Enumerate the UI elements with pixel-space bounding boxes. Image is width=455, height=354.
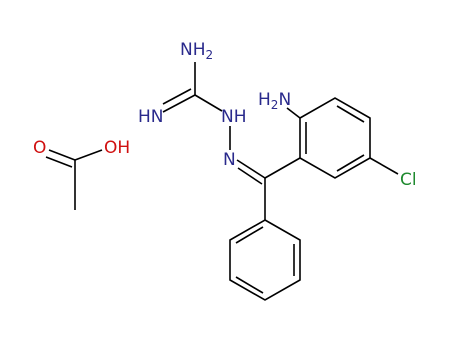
atom-label: N <box>223 150 236 170</box>
atom-subscript: 2 <box>206 48 214 62</box>
atom-label: NH <box>221 107 247 127</box>
atom-text: N <box>278 90 291 110</box>
bonds <box>45 62 399 301</box>
atom-label: HN <box>138 107 164 127</box>
atom-label: Cl <box>400 170 417 190</box>
atom-subscript: 2 <box>271 98 279 112</box>
atom-label: NH2 <box>180 40 213 62</box>
atom-text: NH <box>180 40 206 60</box>
atom-label: OH <box>104 138 130 158</box>
atom-label: H2N <box>258 90 291 112</box>
atom-label: O <box>33 138 46 158</box>
atom-text: H <box>258 90 271 110</box>
